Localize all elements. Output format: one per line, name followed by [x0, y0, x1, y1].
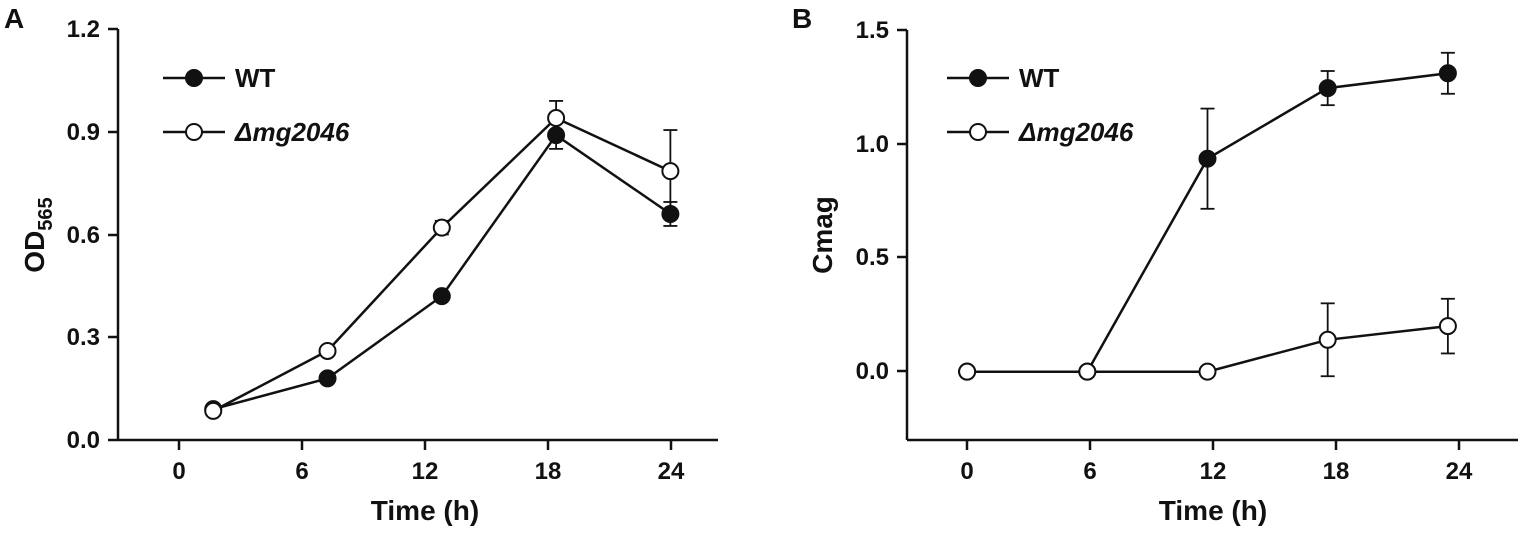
plot-area-b [958, 51, 1457, 381]
x-ticks-a: 0 6 12 18 24 [172, 440, 685, 485]
x-axis-title-a: Time (h) [371, 495, 479, 526]
data-point-wt [661, 204, 680, 223]
legend-label-mutant: Δmg2046 [234, 117, 350, 147]
legend-a: WT Δmg2046 [163, 63, 350, 147]
y-tick-label: 0.9 [67, 119, 100, 146]
x-tick-label: 6 [295, 458, 308, 485]
x-axis-title-b: Time (h) [1159, 495, 1267, 526]
legend-b: WT Δmg2046 [947, 63, 1134, 147]
data-point-mutant [204, 401, 223, 420]
y-axis-title-a: OD565 [19, 197, 57, 272]
data-point-mutant [1318, 330, 1337, 349]
panel-letter-b: B [792, 3, 812, 34]
data-point-wt [1318, 79, 1337, 98]
x-tick-label: 0 [172, 458, 185, 485]
legend-marker-wt [185, 69, 203, 87]
data-point-mutant [1078, 362, 1097, 381]
legend-label-wt: WT [1019, 63, 1060, 93]
legend-marker-mutant [185, 123, 203, 141]
y-axis-title-main: OD [19, 231, 50, 273]
data-point-wt [547, 126, 566, 145]
x-tick-label: 24 [658, 458, 685, 485]
x-ticks-b: 0 6 12 18 24 [960, 440, 1473, 485]
legend-marker-mutant [969, 123, 987, 141]
series-line-mutant [212, 116, 671, 413]
x-tick-label: 18 [1323, 458, 1350, 485]
data-point-mutant [318, 341, 337, 360]
data-point-mutant [432, 218, 451, 237]
x-tick-label: 18 [535, 458, 562, 485]
data-point-mutant [661, 162, 680, 181]
plot-area-a [204, 100, 680, 420]
y-tick-label: 0.0 [856, 358, 889, 385]
y-ticks-b: 0.0 0.5 1.0 1.5 [856, 17, 907, 385]
panel-a: A 0.0 0.3 0.6 0.9 1.2 0 6 12 18 [4, 3, 718, 526]
legend-marker-wt [969, 69, 987, 87]
data-point-wt [1438, 64, 1457, 83]
x-tick-label: 12 [1200, 458, 1227, 485]
x-tick-label: 12 [412, 458, 439, 485]
y-axis-title-sub: 565 [35, 197, 57, 230]
series-line-wt [212, 133, 672, 411]
legend-label-mutant: Δmg2046 [1018, 117, 1134, 147]
y-tick-label: 0.6 [67, 222, 100, 249]
y-ticks-a: 0.0 0.3 0.6 0.9 1.2 [67, 16, 118, 454]
y-tick-label: 0.5 [856, 244, 889, 271]
y-tick-label: 0.0 [67, 427, 100, 454]
data-point-mutant [1198, 362, 1217, 381]
panel-letter-a: A [4, 3, 24, 34]
x-tick-label: 0 [960, 458, 973, 485]
data-point-wt [1198, 149, 1217, 168]
y-tick-label: 1.5 [856, 17, 889, 44]
data-point-wt [318, 369, 337, 388]
legend-label-wt: WT [235, 63, 276, 93]
x-tick-label: 6 [1083, 458, 1096, 485]
data-point-mutant [958, 362, 977, 381]
data-point-mutant [1438, 317, 1457, 336]
y-tick-label: 1.0 [856, 131, 889, 158]
y-axis-title-b: Cmag [807, 196, 838, 274]
y-tick-label: 0.3 [67, 324, 100, 351]
data-point-wt [432, 287, 451, 306]
panel-b: B 0.0 0.5 1.0 1.5 0 6 12 18 24 [792, 3, 1518, 526]
data-point-mutant [547, 109, 566, 128]
y-axis-title-main: Cmag [807, 196, 838, 274]
x-tick-label: 24 [1446, 458, 1473, 485]
y-tick-label: 1.2 [67, 16, 100, 43]
